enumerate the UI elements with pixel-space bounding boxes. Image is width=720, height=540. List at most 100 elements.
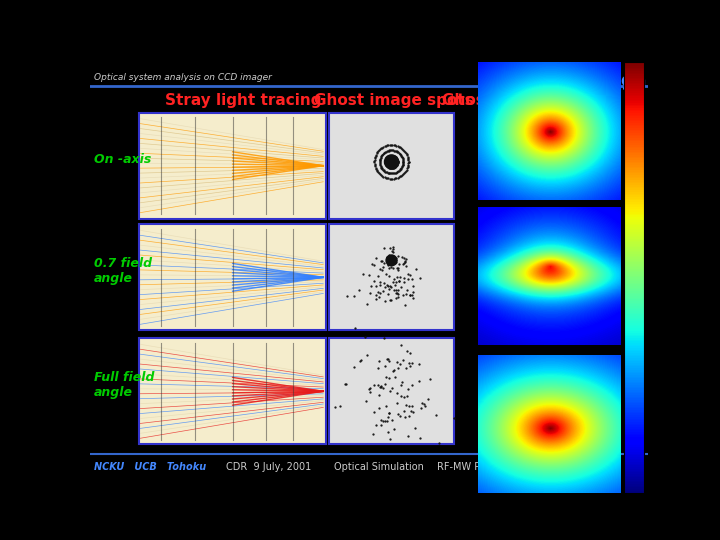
Point — [391, 154, 402, 163]
Point — [397, 355, 409, 364]
Point — [364, 388, 376, 397]
Point — [379, 156, 391, 165]
Point — [334, 401, 346, 410]
Point — [392, 167, 403, 176]
Point — [379, 379, 391, 388]
Point — [410, 265, 421, 273]
Text: CDR  9 July, 2001: CDR 9 July, 2001 — [225, 462, 311, 472]
Point — [379, 159, 391, 167]
Point — [374, 170, 386, 179]
Point — [395, 172, 406, 181]
Point — [397, 260, 408, 268]
Point — [374, 278, 386, 287]
Point — [393, 148, 405, 157]
Point — [392, 158, 403, 166]
Point — [381, 168, 392, 177]
Point — [433, 438, 445, 447]
Point — [402, 163, 413, 171]
Point — [397, 158, 409, 167]
Point — [393, 260, 405, 268]
Point — [397, 153, 408, 161]
Point — [402, 158, 414, 166]
Bar — [139, 224, 326, 330]
Point — [392, 167, 404, 176]
Point — [384, 146, 395, 155]
Point — [372, 380, 384, 389]
Point — [368, 277, 379, 286]
Point — [387, 164, 399, 172]
Point — [377, 165, 388, 173]
Point — [403, 402, 415, 410]
Point — [392, 252, 403, 261]
Point — [387, 164, 399, 172]
Point — [369, 154, 381, 163]
Point — [391, 154, 402, 163]
Point — [373, 403, 384, 412]
Point — [385, 283, 397, 292]
Point — [387, 151, 398, 160]
Point — [374, 288, 385, 297]
Text: 23: 23 — [628, 462, 644, 472]
Point — [370, 421, 382, 430]
Point — [390, 373, 401, 381]
Point — [390, 293, 402, 302]
Point — [402, 161, 414, 170]
Point — [388, 141, 400, 150]
Point — [397, 161, 408, 170]
Point — [374, 145, 386, 153]
Point — [381, 355, 392, 363]
Point — [375, 161, 387, 170]
Point — [395, 164, 407, 173]
Point — [390, 257, 401, 266]
Point — [397, 145, 409, 154]
Point — [397, 162, 408, 171]
Point — [382, 290, 394, 299]
Point — [386, 164, 397, 172]
Point — [384, 169, 395, 178]
Text: Design: Design — [577, 72, 647, 91]
Point — [386, 262, 397, 271]
Point — [405, 291, 416, 299]
Point — [402, 385, 414, 394]
Point — [369, 156, 380, 164]
Point — [370, 164, 382, 172]
Point — [374, 154, 386, 163]
Point — [384, 146, 396, 154]
Point — [374, 265, 386, 273]
Point — [395, 150, 406, 159]
Point — [399, 456, 410, 465]
Point — [379, 157, 391, 166]
Point — [397, 291, 409, 299]
Point — [384, 152, 395, 160]
Bar — [329, 338, 454, 444]
Point — [392, 399, 403, 407]
Point — [400, 262, 411, 271]
Point — [392, 290, 404, 299]
Point — [392, 156, 403, 165]
Point — [402, 159, 414, 167]
Point — [396, 253, 408, 261]
Point — [391, 288, 402, 297]
Point — [374, 157, 386, 166]
Point — [389, 168, 400, 177]
Point — [398, 278, 410, 287]
Point — [389, 163, 400, 172]
Point — [402, 156, 414, 165]
Point — [389, 152, 400, 161]
Point — [392, 160, 403, 168]
Point — [392, 147, 403, 156]
Point — [397, 159, 409, 168]
Text: Ghost image spots: Ghost image spots — [314, 92, 474, 107]
Point — [400, 255, 412, 264]
Point — [370, 282, 382, 291]
Circle shape — [386, 255, 397, 266]
Point — [395, 143, 406, 152]
Point — [393, 276, 405, 285]
Point — [375, 153, 387, 162]
Point — [415, 434, 426, 442]
Point — [369, 159, 380, 168]
Point — [405, 271, 416, 279]
Point — [414, 360, 426, 369]
Point — [392, 293, 404, 302]
Point — [390, 162, 402, 171]
